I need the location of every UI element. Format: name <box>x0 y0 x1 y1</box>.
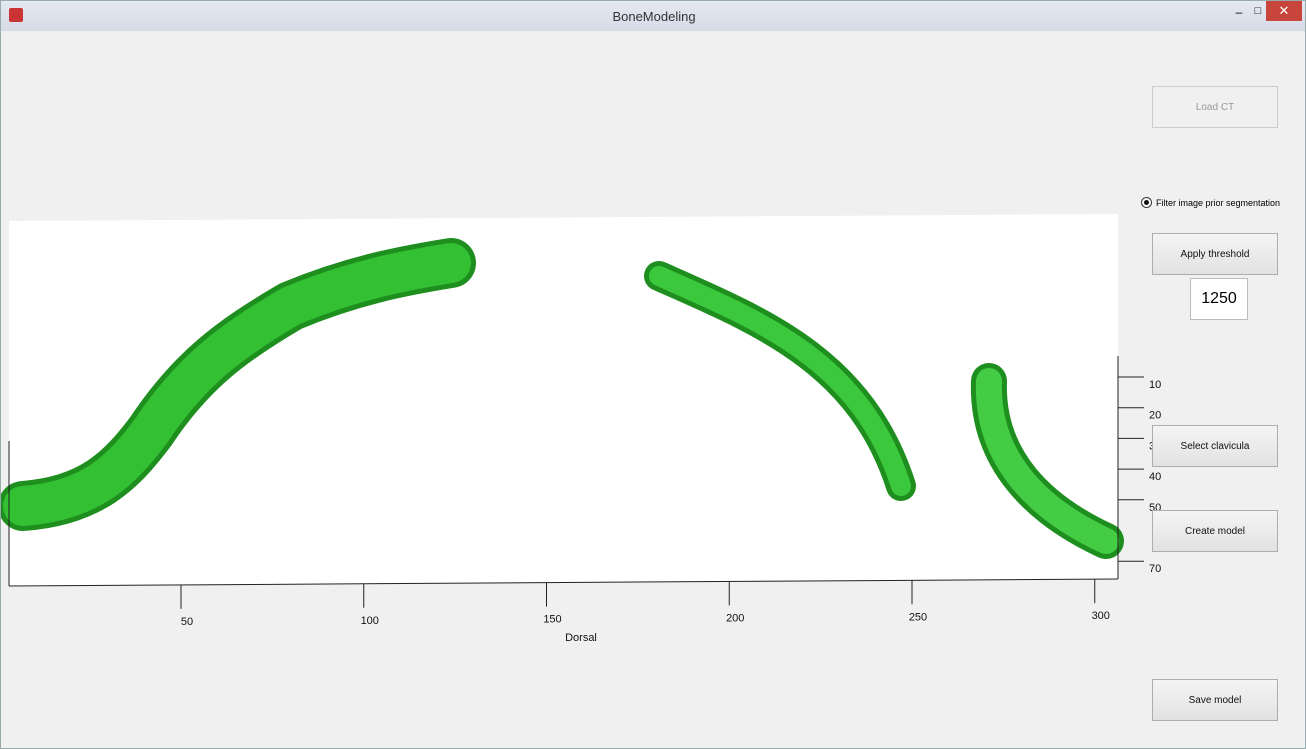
ticks: 50100150200250300102030405070 <box>180 376 1161 628</box>
y-tick-label: 10 <box>1149 379 1161 391</box>
bone-left-highlight <box>3 243 471 526</box>
app-icon <box>9 8 23 22</box>
x-tick-label: 150 <box>543 614 561 626</box>
bones <box>1 238 1124 559</box>
radio-dot[interactable] <box>1141 197 1152 208</box>
close[interactable]: ✕ <box>1266 1 1302 21</box>
radio-label: Filter image prior segmentation <box>1156 197 1281 208</box>
apply-threshold-button[interactable]: Apply threshold <box>1152 233 1278 275</box>
x-tick-label: 100 <box>361 615 379 627</box>
create-model-button[interactable]: Create model <box>1152 510 1278 552</box>
x-tick-label: 250 <box>909 611 927 623</box>
minimize[interactable]: – <box>1235 5 1243 19</box>
filter-radio[interactable]: Filter image prior segmentation <box>1141 197 1280 208</box>
select-clavicula-button[interactable]: Select clavicula <box>1152 425 1278 467</box>
x-axis <box>8 578 1119 587</box>
y-tick-label: 20 <box>1149 410 1161 422</box>
maximize[interactable]: □ <box>1254 5 1262 17</box>
window-title: BoneModeling <box>612 9 696 24</box>
bone-middle-highlight <box>649 266 911 496</box>
threshold-input[interactable]: 1250 <box>1190 278 1248 320</box>
y-tick-label: 70 <box>1149 563 1161 575</box>
bone-right-highlight <box>975 368 1119 554</box>
y-tick-label: 40 <box>1149 471 1161 483</box>
x-tick-label: 300 <box>1092 610 1110 622</box>
x-tick-label: 50 <box>181 616 193 628</box>
save-model-button[interactable]: Save model <box>1152 679 1278 721</box>
x-axis-label: Dorsal <box>565 632 597 644</box>
title-bar: BoneModeling – □ ✕ <box>1 1 1305 31</box>
load-ct-button[interactable]: Load CT <box>1152 86 1278 128</box>
x-tick-label: 200 <box>726 612 744 624</box>
